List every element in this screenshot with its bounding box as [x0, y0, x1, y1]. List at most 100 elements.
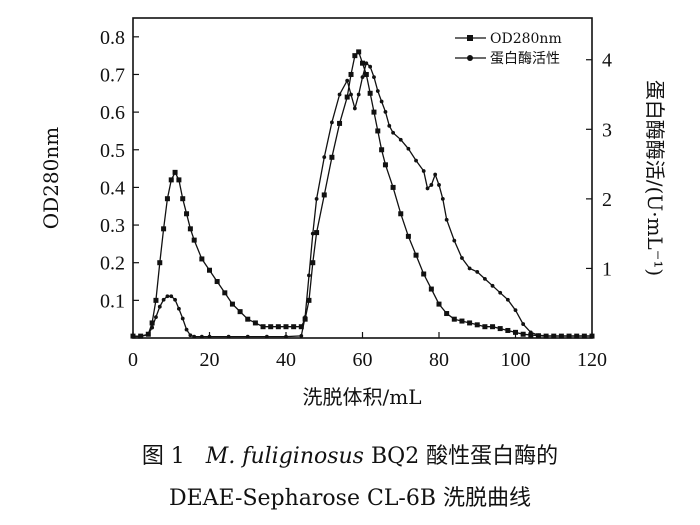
data-point-protease-activity — [460, 256, 464, 260]
data-point-od280 — [467, 320, 473, 326]
data-point-od280 — [237, 309, 243, 315]
series-layer — [130, 49, 595, 339]
data-point-protease-activity — [173, 297, 177, 302]
data-point-protease-activity — [513, 308, 518, 313]
data-point-od280 — [214, 279, 220, 285]
data-point-protease-activity — [303, 315, 308, 320]
data-point-od280 — [497, 326, 503, 332]
caption-suffix: BQ2 酸性蛋白酶的 — [370, 444, 559, 469]
tick-layer: 0 20 40 60 80 100 120 0.1 0.2 0.3 0.4 0.5 0.6 0.7 0.8 1… — [100, 27, 612, 371]
data-point-protease-activity — [150, 325, 155, 330]
series-line-od280 — [133, 50, 592, 337]
caption-species: M. fuliginosus — [205, 444, 364, 469]
y-left-tick-label: 0.5 — [100, 140, 125, 162]
data-point-protease-activity — [398, 137, 403, 142]
data-point-protease-activity — [307, 273, 311, 278]
series-protease-activity — [131, 61, 594, 339]
data-point-protease-activity — [437, 183, 441, 187]
data-point-od280 — [252, 320, 258, 326]
data-point-od280 — [291, 324, 297, 330]
data-point-od280 — [356, 49, 362, 55]
y-right-tick-label: 4 — [602, 50, 612, 72]
data-point-protease-activity — [337, 92, 342, 97]
data-point-protease-activity — [406, 146, 411, 151]
data-point-protease-activity — [169, 294, 174, 299]
data-point-protease-activity — [544, 334, 548, 338]
data-point-od280 — [199, 256, 205, 262]
data-point-protease-activity — [154, 315, 158, 320]
data-point-protease-activity — [207, 334, 212, 339]
data-point-protease-activity — [177, 306, 181, 311]
figure-caption-line-2: DEAE-Sepharose CL-6B 洗脱曲线 — [168, 486, 532, 511]
data-point-protease-activity — [245, 334, 250, 339]
data-point-od280 — [153, 297, 159, 303]
data-point-protease-activity — [192, 334, 197, 339]
data-point-od280 — [172, 169, 178, 175]
data-point-protease-activity — [483, 276, 487, 281]
x-tick-label: 80 — [429, 349, 449, 371]
y-right-tick-label: 1 — [602, 258, 612, 280]
data-point-protease-activity — [421, 169, 426, 173]
data-point-od280 — [157, 260, 163, 266]
data-point-od280 — [314, 230, 320, 236]
data-point-od280 — [207, 267, 212, 273]
data-point-od280 — [528, 332, 534, 338]
data-point-protease-activity — [551, 334, 556, 338]
data-point-protease-activity — [188, 333, 193, 338]
data-point-protease-activity — [391, 130, 395, 135]
data-point-protease-activity — [372, 75, 376, 80]
data-point-protease-activity — [165, 294, 170, 299]
series-od280 — [130, 49, 595, 339]
data-point-od280 — [184, 211, 190, 217]
data-point-protease-activity — [590, 334, 594, 338]
data-point-protease-activity — [314, 196, 319, 201]
legend-label-od280: OD280nm — [490, 31, 562, 47]
y-left-tick-label: 0.8 — [100, 27, 125, 49]
data-point-protease-activity — [322, 155, 327, 160]
data-point-od280 — [459, 318, 465, 324]
data-point-od280 — [222, 290, 228, 296]
y-left-tick-label: 0.1 — [100, 290, 125, 312]
y-left-tick-label: 0.6 — [100, 102, 125, 124]
y-right-tick-label: 3 — [602, 119, 612, 141]
legend-square-marker — [467, 35, 473, 41]
data-point-od280 — [321, 192, 327, 198]
data-point-protease-activity — [161, 297, 166, 302]
x-tick-label: 0 — [128, 349, 138, 371]
data-point-protease-activity — [310, 231, 315, 236]
data-point-od280 — [520, 331, 526, 337]
data-point-od280 — [513, 329, 518, 335]
data-point-protease-activity — [387, 123, 392, 128]
data-point-protease-activity — [264, 334, 269, 339]
data-point-protease-activity — [498, 290, 503, 295]
figure-caption-line-1: 图 1 M. fuliginosus BQ2 酸性蛋白酶的 — [0, 438, 700, 470]
data-point-od280 — [421, 271, 427, 277]
data-point-od280 — [164, 196, 170, 202]
legend-entry-protease-activity: 蛋白酶活性 — [455, 51, 560, 67]
chart-plot: 0 20 40 60 80 100 120 0.1 0.2 0.3 0.4 0.5 0.6 0.7 0.8 1… — [39, 17, 667, 409]
data-point-od280 — [379, 147, 385, 153]
data-point-od280 — [245, 316, 251, 322]
x-tick-label: 100 — [501, 349, 531, 371]
data-point-protease-activity — [574, 334, 579, 338]
data-point-od280 — [180, 196, 186, 202]
data-point-od280 — [436, 301, 442, 307]
x-tick-label: 40 — [276, 349, 296, 371]
data-point-od280 — [149, 320, 155, 326]
data-point-od280 — [310, 260, 316, 266]
data-point-od280 — [306, 297, 312, 303]
data-point-od280 — [229, 301, 235, 307]
x-axis-title: 洗脱体积/mL — [303, 385, 422, 409]
data-point-od280 — [428, 286, 434, 292]
data-point-od280 — [382, 162, 388, 168]
data-point-protease-activity — [490, 283, 495, 288]
caption-figure-number: 图 1 — [141, 444, 185, 469]
data-point-protease-activity — [505, 297, 510, 302]
data-point-protease-activity — [440, 196, 445, 201]
data-point-od280 — [329, 154, 335, 160]
data-point-od280 — [348, 71, 354, 77]
x-tick-label: 20 — [200, 349, 220, 371]
data-point-protease-activity — [199, 334, 204, 339]
data-point-protease-activity — [567, 334, 571, 338]
data-point-protease-activity — [284, 334, 288, 339]
